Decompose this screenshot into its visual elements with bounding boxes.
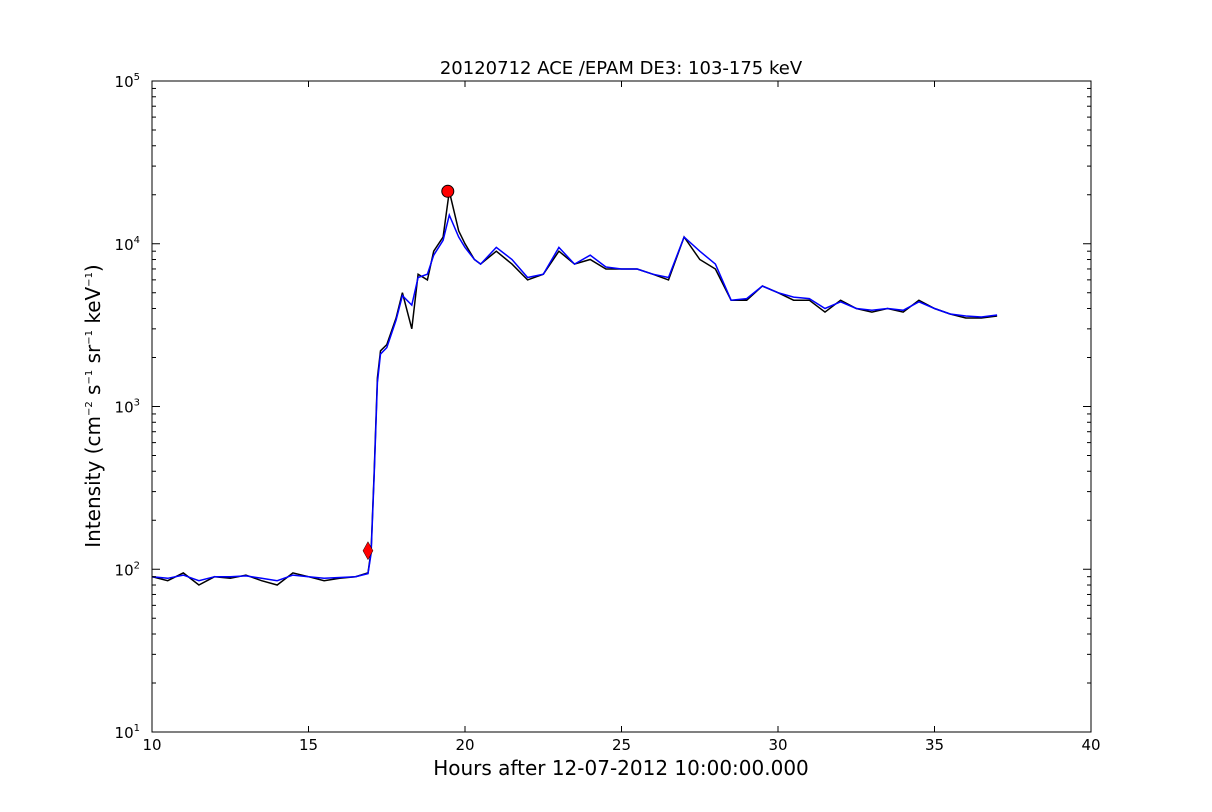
peak-marker bbox=[441, 184, 455, 198]
y-tick-label: 102 bbox=[115, 560, 140, 579]
x-tick-label: 30 bbox=[768, 736, 787, 754]
y-axis-label: Intensity (cm−2 s−1 sr−1 keV−1) bbox=[81, 264, 105, 548]
x-tick-label: 25 bbox=[612, 736, 631, 754]
x-tick-label: 40 bbox=[1081, 736, 1100, 754]
y-tick-label: 101 bbox=[115, 723, 140, 742]
y-tick-label: 104 bbox=[115, 235, 140, 254]
x-tick-label: 35 bbox=[925, 736, 944, 754]
marker-layer bbox=[362, 184, 455, 561]
onset-marker bbox=[362, 541, 374, 561]
series-line-1 bbox=[151, 212, 998, 582]
y-axis: 101 102 103 104 105 bbox=[115, 72, 1091, 742]
x-tick-label: 15 bbox=[299, 736, 318, 754]
y-tick-label: 105 bbox=[115, 72, 140, 91]
x-tick-label: 20 bbox=[455, 736, 474, 754]
x-axis-label: Hours after 12-07-2012 10:00:00.000 bbox=[433, 756, 809, 780]
x-axis: 10 15 20 25 30 35 40 bbox=[142, 81, 1101, 754]
chart-title: 20120712 ACE /EPAM DE3: 103-175 keV bbox=[440, 58, 803, 79]
y-tick-label: 103 bbox=[115, 398, 140, 417]
series-layer bbox=[151, 191, 998, 586]
x-tick-label: 10 bbox=[142, 736, 161, 754]
series-line-0 bbox=[151, 191, 998, 586]
